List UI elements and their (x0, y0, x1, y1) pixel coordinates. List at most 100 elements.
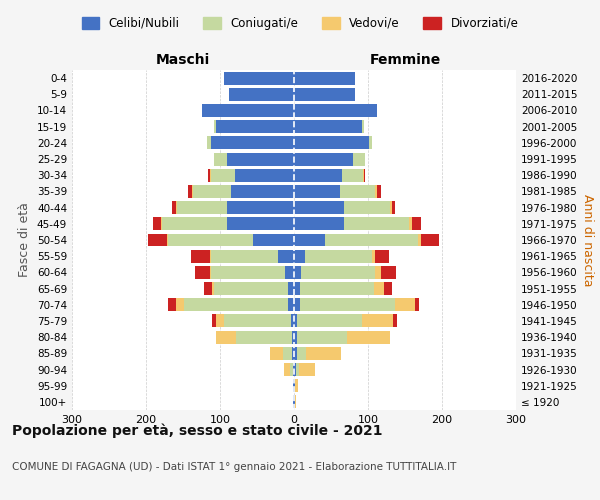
Bar (211, 136, 294, 149)
Bar (294, 314, 297, 328)
Bar (217, 120, 294, 133)
Bar (154, 218, 161, 230)
Bar (168, 298, 176, 311)
Bar (202, 104, 294, 117)
Bar (283, 347, 292, 360)
Bar (300, 282, 374, 295)
Bar (294, 201, 344, 214)
Bar (293, 363, 294, 376)
Bar (294, 218, 344, 230)
Bar (377, 185, 380, 198)
Bar (211, 250, 278, 262)
Bar (227, 201, 294, 214)
Bar (294, 185, 340, 198)
Bar (421, 234, 439, 246)
Bar (294, 250, 305, 262)
Bar (191, 250, 209, 262)
Bar (195, 266, 209, 279)
Bar (362, 314, 393, 328)
Bar (297, 330, 347, 344)
Bar (162, 218, 227, 230)
Bar (227, 152, 294, 166)
Bar (292, 330, 294, 344)
Bar (211, 169, 235, 181)
Bar (184, 298, 288, 311)
Bar (364, 169, 365, 181)
Bar (409, 218, 412, 230)
Bar (294, 298, 300, 311)
Bar (294, 88, 355, 101)
Bar (392, 201, 395, 214)
Bar (325, 234, 418, 246)
Bar (306, 347, 341, 360)
Bar (293, 379, 294, 392)
Bar (290, 363, 293, 376)
Bar (209, 266, 211, 279)
Bar (235, 169, 294, 181)
Bar (390, 201, 392, 214)
Bar (288, 282, 294, 295)
Bar (294, 136, 370, 149)
Bar (161, 218, 162, 230)
Bar (285, 266, 294, 279)
Bar (301, 266, 376, 279)
Bar (370, 136, 373, 149)
Bar (211, 266, 285, 279)
Bar (209, 250, 211, 262)
Bar (374, 282, 384, 295)
Bar (294, 120, 362, 133)
Bar (294, 72, 355, 85)
Bar (188, 185, 192, 198)
Bar (205, 282, 212, 295)
Bar (224, 72, 294, 85)
Bar (294, 152, 353, 166)
Bar (342, 169, 363, 181)
Bar (214, 282, 288, 295)
Legend: Celibi/Nubili, Coniugati/e, Vedovi/e, Divorziati/e: Celibi/Nubili, Coniugati/e, Vedovi/e, Di… (76, 11, 524, 36)
Bar (412, 218, 421, 230)
Y-axis label: Anni di nascita: Anni di nascita (581, 194, 594, 286)
Bar (284, 363, 290, 376)
Bar (208, 169, 211, 181)
Bar (192, 185, 193, 198)
Text: Maschi: Maschi (156, 53, 210, 67)
Bar (353, 152, 365, 166)
Bar (344, 218, 409, 230)
Bar (393, 314, 397, 328)
Bar (299, 363, 316, 376)
Bar (344, 201, 390, 214)
Bar (296, 363, 299, 376)
Text: COMUNE DI FAGAGNA (UD) - Dati ISTAT 1° gennaio 2021 - Elaborazione TUTTITALIA.IT: COMUNE DI FAGAGNA (UD) - Dati ISTAT 1° g… (12, 462, 457, 472)
Bar (224, 314, 291, 328)
Bar (148, 234, 167, 246)
Bar (293, 396, 294, 408)
Bar (294, 104, 377, 117)
Bar (376, 266, 382, 279)
Bar (229, 88, 294, 101)
Bar (294, 330, 297, 344)
Bar (193, 185, 231, 198)
Bar (269, 347, 283, 360)
Bar (278, 250, 294, 262)
Bar (212, 282, 214, 295)
Bar (288, 298, 294, 311)
Bar (294, 396, 295, 408)
Bar (294, 282, 300, 295)
Bar (176, 298, 184, 311)
Text: Popolazione per età, sesso e stato civile - 2021: Popolazione per età, sesso e stato civil… (12, 424, 383, 438)
Bar (294, 234, 325, 246)
Bar (172, 201, 176, 214)
Bar (297, 314, 362, 328)
Bar (297, 347, 306, 360)
Bar (176, 201, 177, 214)
Bar (215, 314, 224, 328)
Bar (214, 152, 227, 166)
Bar (418, 234, 421, 246)
Bar (382, 266, 396, 279)
Bar (384, 282, 392, 295)
Bar (295, 396, 296, 408)
Bar (167, 234, 168, 246)
Bar (372, 250, 374, 262)
Bar (300, 298, 395, 311)
Bar (236, 330, 292, 344)
